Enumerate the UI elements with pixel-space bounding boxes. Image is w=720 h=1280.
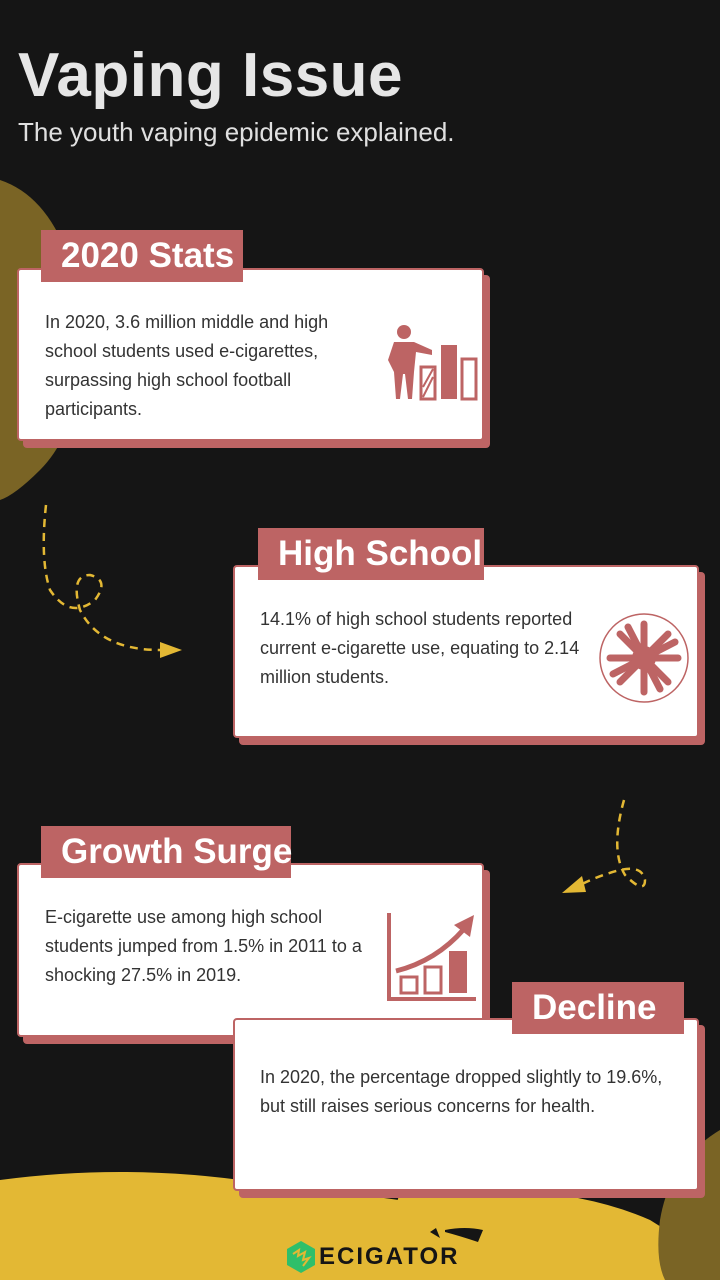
card-label-text: Growth Surge: [61, 832, 293, 871]
presenter-bar-chart-icon: [388, 325, 478, 401]
growth-chart-arrow-icon: [387, 913, 476, 1001]
card-text: 14.1% of high school students reported c…: [260, 609, 580, 687]
arrow-head-2: [562, 876, 586, 893]
dashed-arrow-2: [579, 799, 647, 888]
card-label-decline: Decline: [512, 982, 684, 1034]
card-text: In 2020, the percentage dropped slightly…: [260, 1067, 663, 1116]
card-label-growth-surge: Growth Surge: [41, 826, 293, 878]
crowd-circle-icon: [599, 613, 689, 703]
page-title: Vaping Issue: [18, 41, 404, 110]
card-high-school: 14.1% of high school students reported c…: [233, 565, 699, 738]
arrow-head-1: [160, 642, 182, 658]
olive-blob-right: [658, 1130, 720, 1280]
yellow-blob-bottom-right: [380, 1188, 710, 1280]
decorative-dash: [430, 1228, 483, 1242]
card-label-text: High School: [278, 534, 483, 573]
card-label-high-school: High School: [258, 528, 484, 580]
card-growth-surge: E-cigarette use among high school studen…: [17, 863, 484, 1037]
dashed-arrow-1: [42, 504, 161, 652]
card-text: E-cigarette use among high school studen…: [45, 907, 362, 985]
card-label-2020-stats: 2020 Stats: [41, 230, 243, 282]
page-subtitle: The youth vaping epidemic explained.: [18, 117, 455, 147]
card-label-text: Decline: [532, 988, 657, 1027]
card-label-text: 2020 Stats: [61, 236, 235, 275]
card-text: In 2020, 3.6 million middle and high sch…: [45, 312, 329, 419]
logo-text: ECIGATOR: [319, 1243, 460, 1270]
logo-hexagon-icon: [287, 1241, 315, 1273]
card-decline: In 2020, the percentage dropped slightly…: [233, 1018, 699, 1191]
card-2020-stats: In 2020, 3.6 million middle and high sch…: [17, 268, 484, 441]
